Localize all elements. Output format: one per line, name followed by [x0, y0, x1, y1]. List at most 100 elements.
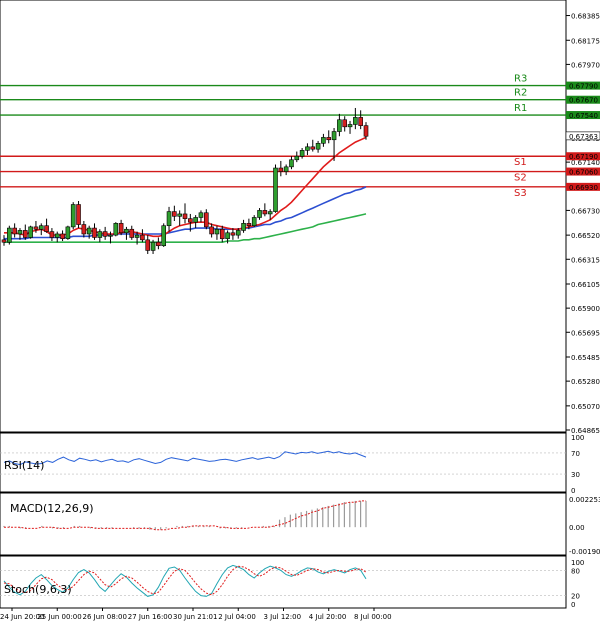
level-price-label: 0.66930	[569, 184, 598, 192]
candle-body-down	[118, 223, 124, 234]
candle-body-up	[166, 211, 172, 227]
rsi-tick-label: 100	[571, 434, 584, 442]
price-tick-label: 0.65280	[571, 378, 600, 386]
price-tick-label: 0.66105	[571, 281, 600, 289]
candle-body-down	[262, 210, 268, 215]
level-name-s2: S2	[514, 173, 527, 184]
level-price-label: 0.67190	[569, 153, 598, 161]
candle-body-down	[363, 125, 369, 137]
time-tick-label: 25 Jun 00:00	[37, 613, 81, 621]
candle-body-down	[246, 223, 252, 227]
level-price-tag	[566, 95, 600, 104]
candle-body-up	[28, 226, 33, 238]
current-price-label: 0.67363	[569, 133, 598, 141]
candle-body-down	[278, 167, 284, 172]
candle-body-down	[60, 233, 65, 239]
rsi-tick-label: 0	[571, 487, 575, 495]
candle-body-up	[283, 166, 289, 172]
stoch-tick-label: 20	[571, 593, 580, 601]
candle-body-down	[326, 137, 332, 141]
rsi-tick-label: 70	[571, 450, 580, 458]
level-price-tag	[566, 182, 600, 191]
price-panel-frame	[0, 0, 567, 433]
candle-body-up	[321, 137, 326, 144]
candle-body-up	[113, 223, 119, 236]
level-price-tag	[566, 81, 600, 90]
rsi-label: RSI(14)	[4, 459, 44, 472]
candle-body-down	[49, 231, 55, 238]
macd-tick-label: 0.00	[569, 524, 585, 532]
price-tick-label: 0.66315	[571, 256, 600, 264]
time-tick-label: 26 Jun 08:00	[83, 613, 127, 621]
level-name-s1: S1	[514, 157, 527, 168]
candle-body-up	[7, 227, 12, 243]
candle-body-up	[331, 131, 337, 141]
candle-body-up	[305, 146, 310, 151]
stoch-tick-label: 80	[571, 567, 580, 575]
level-price-tag	[566, 111, 600, 120]
candle-body-down	[219, 228, 225, 239]
candle-body-down	[92, 227, 97, 238]
level-price-tag	[566, 152, 600, 161]
macd-label: MACD(12,26,9)	[10, 502, 94, 515]
price-tick-label: 0.66520	[571, 232, 600, 240]
candle-body-down	[1, 239, 7, 243]
candle-body-down	[12, 227, 17, 235]
price-tick-label: 0.65485	[571, 354, 600, 362]
candle-body-down	[129, 228, 135, 238]
candle-body-up	[337, 119, 342, 132]
price-tick-label: 0.64865	[571, 427, 600, 435]
candle-body-up	[267, 211, 273, 215]
candle-body-up	[273, 167, 278, 212]
time-tick-label: 27 Jun 16:00	[128, 613, 172, 621]
level-name-r2: R2	[514, 88, 527, 99]
price-tick-label: 0.65695	[571, 329, 600, 337]
price-tick-label: 0.68385	[571, 13, 600, 21]
time-tick-label: 2 Jul 04:00	[218, 613, 256, 621]
candle-body-up	[241, 223, 246, 231]
time-tick-label: 24 Jun 20:00	[0, 613, 44, 621]
candle-body-up	[150, 241, 156, 251]
price-tick-label: 0.68175	[571, 37, 600, 45]
candle-body-up	[97, 231, 103, 238]
time-tick-label: 4 Jul 20:00	[309, 613, 347, 621]
candle-body-up	[289, 159, 294, 168]
candle-body-up	[251, 217, 257, 227]
candle-body-up	[134, 234, 140, 238]
candle-body-down	[230, 232, 236, 236]
macd-signal-line	[4, 500, 366, 531]
level-price-label: 0.67790	[569, 83, 598, 91]
candle-body-up	[294, 155, 300, 161]
candle-body-up	[299, 150, 305, 157]
candle-body-down	[209, 226, 214, 235]
candle-body-up	[315, 142, 321, 150]
candle-body-down	[203, 212, 209, 228]
level-name-r1: R1	[514, 103, 527, 114]
macd-tick-label: -0.001907	[569, 548, 600, 556]
price-tick-label: 0.67140	[571, 159, 600, 167]
candle-body-up	[235, 230, 241, 236]
candle-body-down	[33, 226, 39, 230]
candle-body-up	[161, 225, 167, 247]
level-name-s3: S3	[514, 188, 527, 199]
price-tick-label: 0.67970	[571, 61, 600, 69]
macd-tick-label: 0.002253	[569, 496, 600, 504]
candle-body-up	[17, 230, 23, 235]
stoch-panel-frame	[0, 555, 567, 609]
candle-body-down	[22, 230, 28, 238]
candle-body-down	[44, 225, 49, 232]
candle-body-up	[38, 225, 44, 230]
current-price-tag	[565, 131, 600, 141]
candle-body-up	[214, 228, 220, 235]
time-tick-label: 30 Jun 21:01	[173, 613, 217, 621]
candle-body-up	[225, 232, 230, 239]
ma-line-green	[4, 213, 367, 243]
candle-body-down	[310, 146, 316, 150]
macd-panel-frame	[0, 492, 567, 556]
candle-body-up	[65, 226, 71, 239]
stoch-signal-line	[3, 565, 367, 596]
level-price-label: 0.67670	[569, 97, 598, 105]
rsi-tick-label: 30	[571, 471, 580, 479]
candle-body-up	[70, 204, 76, 228]
